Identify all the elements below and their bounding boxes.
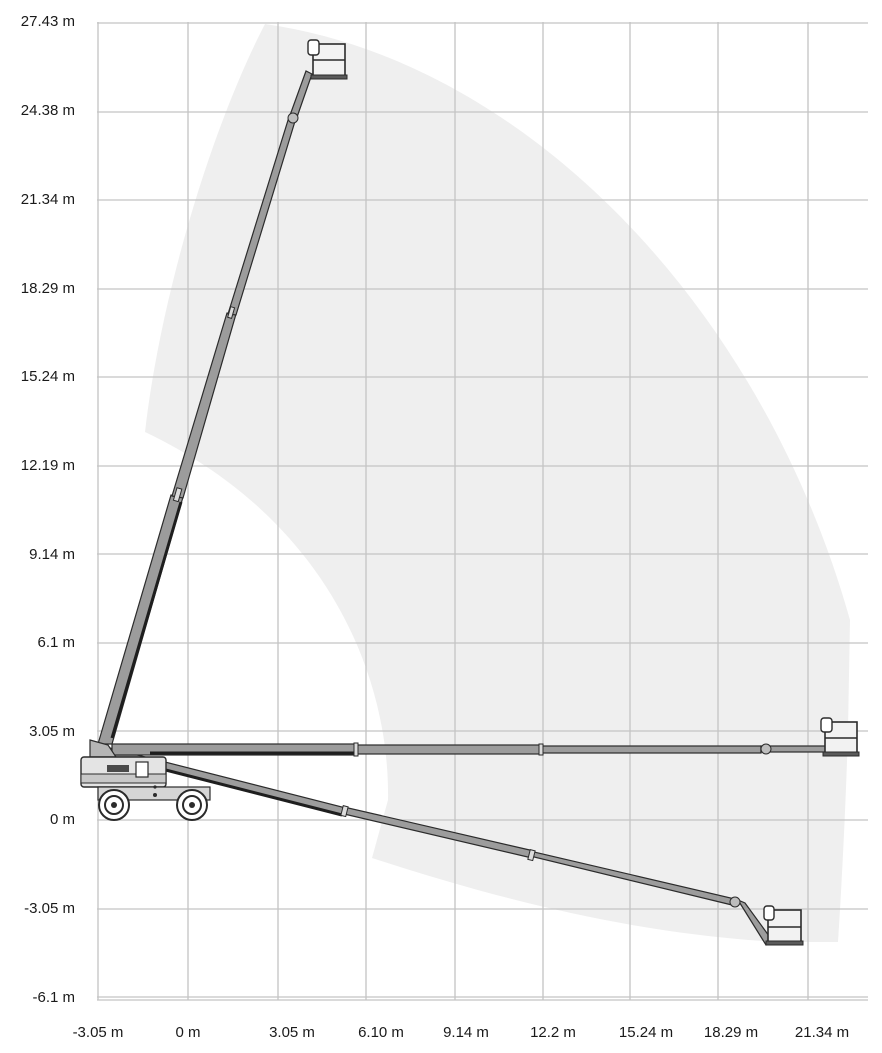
y-axis-labels: 27.43 m 24.38 m 21.34 m 18.29 m 15.24 m … <box>21 13 75 1006</box>
boom-section-horizontal-3 <box>540 745 762 754</box>
x-tick-label: 12.2 m <box>530 1024 576 1041</box>
y-tick-label: 12.19 m <box>21 457 75 474</box>
x-tick-label: 15.24 m <box>619 1024 673 1041</box>
x-tick-label: 21.34 m <box>795 1024 849 1041</box>
x-tick-label: 9.14 m <box>443 1024 489 1041</box>
jib-pivot <box>729 896 741 908</box>
boom-collar <box>538 743 544 756</box>
grid <box>97 22 868 1000</box>
boom-below-grade <box>107 747 804 946</box>
x-tick-label: 3.05 m <box>269 1024 315 1041</box>
y-tick-label: 6.1 m <box>37 634 75 651</box>
operator-control-box <box>307 39 320 56</box>
engine-cover-door <box>135 761 149 778</box>
boom-collar <box>527 849 536 862</box>
y-tick-label: 3.05 m <box>29 723 75 740</box>
brand-decal <box>107 765 129 772</box>
boom-max-height <box>97 39 348 745</box>
y-tick-label: -3.05 m <box>24 900 75 917</box>
boom-collar <box>353 742 359 757</box>
working-envelope <box>145 24 850 942</box>
boom-collar <box>172 487 183 503</box>
y-tick-label: 9.14 m <box>29 546 75 563</box>
y-tick-label: 27.43 m <box>21 13 75 30</box>
operator-control-box <box>820 717 833 733</box>
x-tick-label: 6.10 m <box>358 1024 404 1041</box>
y-tick-label: 18.29 m <box>21 280 75 297</box>
jib-pivot <box>287 112 299 124</box>
boom-cylinder-vertical <box>110 501 183 739</box>
jib-pivot <box>760 743 772 755</box>
y-tick-label: 21.34 m <box>21 191 75 208</box>
platform-floor <box>310 74 348 80</box>
platform-floor <box>822 751 860 757</box>
boom-max-outreach <box>111 717 860 757</box>
wheel-rear <box>98 789 130 821</box>
y-tick-label: 0 m <box>50 811 75 828</box>
operator-control-box <box>763 905 775 921</box>
boom-section-horizontal-2 <box>355 744 542 755</box>
machine-base <box>80 739 211 821</box>
boom-collar <box>340 805 349 818</box>
x-tick-label: 0 m <box>175 1024 200 1041</box>
counterweight <box>80 773 167 784</box>
x-axis-labels: -3.05 m 0 m 3.05 m 6.10 m 9.14 m 12.2 m … <box>73 1024 850 1041</box>
x-tick-label: 18.29 m <box>704 1024 758 1041</box>
y-tick-label: 15.24 m <box>21 368 75 385</box>
boom-cylinder-lower <box>149 764 343 817</box>
chassis-mark <box>153 785 157 789</box>
platform-floor <box>765 940 804 946</box>
wheel-front <box>176 789 208 821</box>
boom-collar <box>227 306 236 319</box>
boom-section-vertical-1 <box>97 494 184 745</box>
chassis-mark <box>153 793 157 797</box>
x-tick-label: -3.05 m <box>73 1024 124 1041</box>
y-tick-label: -6.1 m <box>32 989 75 1006</box>
y-tick-label: 24.38 m <box>21 102 75 119</box>
